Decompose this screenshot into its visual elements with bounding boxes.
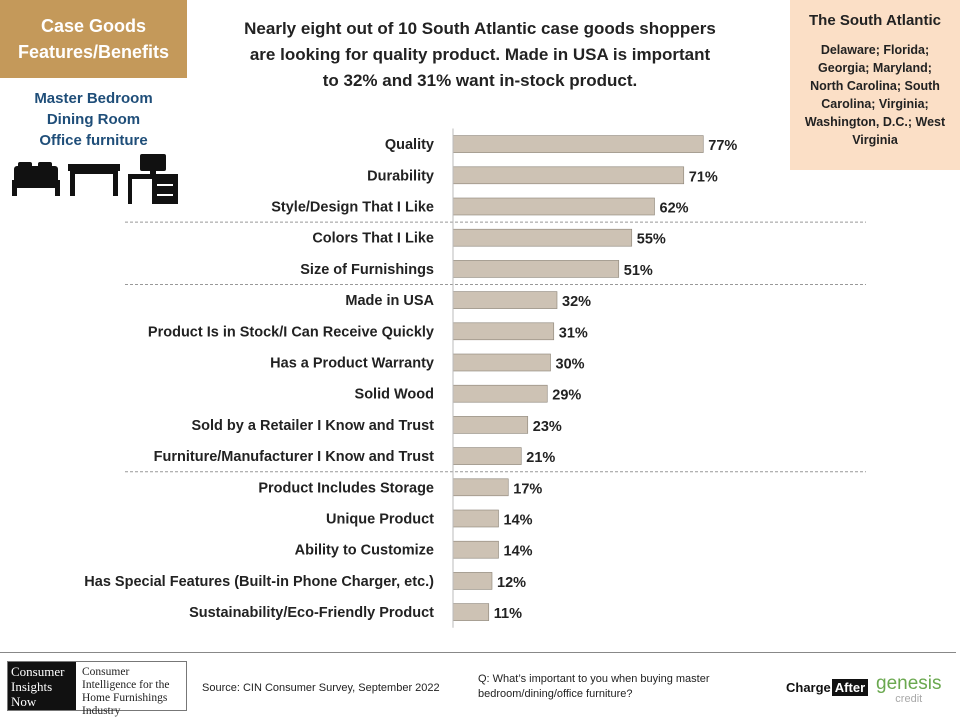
room-office-furniture: Office furniture <box>39 132 148 149</box>
cin-logo-word1: Consumer <box>11 664 65 679</box>
value-label-8: 30% <box>556 357 585 373</box>
footer-divider <box>0 652 956 653</box>
category-label-9: Solid Wood <box>355 387 434 403</box>
category-label-1: Quality <box>385 137 434 153</box>
room-list: Master Bedroom Dining Room Office furnit… <box>0 88 187 151</box>
region-box: The South Atlantic Delaware; Florida; Ge… <box>790 0 960 170</box>
bar-16 <box>452 603 490 621</box>
value-label-9: 29% <box>552 388 581 404</box>
category-label-7: Product Is in Stock/I Can Receive Quickl… <box>148 324 434 340</box>
category-label-14: Ability to Customize <box>295 543 434 559</box>
section-tag: Case Goods Features/Benefits <box>0 0 187 78</box>
cin-logo-tagline: Consumer Intelligence for the Home Furni… <box>82 666 170 717</box>
bar-2 <box>452 166 685 185</box>
source-note: Source: CIN Consumer Survey, September 2… <box>202 682 440 694</box>
cin-logo-word3: Now <box>11 694 37 709</box>
genesis-credit-logo: genesis credit <box>876 674 942 705</box>
bed-icon <box>12 162 60 196</box>
bar-chart: Quality 77% Durability 71% Style/Design That… <box>84 128 866 628</box>
bar-8 <box>452 353 551 372</box>
room-dining-room: Dining Room <box>46 111 141 128</box>
value-label-12: 17% <box>513 481 542 497</box>
bar-4 <box>452 228 633 247</box>
value-label-16: 11% <box>494 606 522 622</box>
category-label-2: Durability <box>367 168 434 184</box>
value-label-13: 14% <box>504 513 533 529</box>
category-label-13: Unique Product <box>326 512 434 528</box>
headline: Nearly eight out of 10 South Atlantic ca… <box>200 16 760 94</box>
value-label-2: 71% <box>689 169 718 185</box>
value-label-10: 23% <box>533 419 562 435</box>
value-label-4: 55% <box>637 232 666 248</box>
category-label-12: Product Includes Storage <box>258 480 434 496</box>
category-label-3: Style/Design That I Like <box>271 200 434 216</box>
bar-7 <box>452 322 555 341</box>
region-title: The South Atlantic <box>809 12 941 29</box>
cin-logo-word2: Insights <box>11 679 53 694</box>
category-label-15: Has Special Features (Built-in Phone Cha… <box>84 574 434 590</box>
bar-14 <box>452 540 499 559</box>
value-label-15: 12% <box>497 575 526 591</box>
bar-12 <box>452 478 509 497</box>
cin-logo: Consumer Insights Now Consumer Intellige… <box>7 661 187 717</box>
survey-question: Q: What’s important to you when buying m… <box>478 673 710 700</box>
headline-line3: to 32% and 31% want in-stock product. <box>322 71 638 90</box>
section-tag-line1: Case Goods <box>40 16 147 36</box>
value-label-1: 77% <box>708 138 737 154</box>
desk-icon <box>128 154 178 204</box>
category-label-11: Furniture/Manufacturer I Know and Trust <box>154 449 435 465</box>
table-icon <box>68 164 120 196</box>
value-label-6: 32% <box>562 294 591 310</box>
bar-5 <box>452 260 620 278</box>
bar-9 <box>452 384 548 403</box>
category-label-10: Sold by a Retailer I Know and Trust <box>191 418 434 434</box>
bar-6 <box>452 291 558 309</box>
category-label-5: Size of Furnishings <box>300 262 434 278</box>
furniture-icons <box>12 154 178 204</box>
category-label-4: Colors That I Like <box>312 231 434 247</box>
category-label-8: Has a Product Warranty <box>270 356 434 372</box>
chargeafter-logo: Charge After <box>786 679 869 696</box>
genesis-word2: credit <box>895 693 923 705</box>
bar-1 <box>452 135 704 153</box>
value-label-7: 31% <box>559 325 588 341</box>
room-master-bedroom: Master Bedroom <box>34 90 153 107</box>
section-tag-line2: Features/Benefits <box>17 42 170 62</box>
bar-3 <box>452 197 655 216</box>
bar-10 <box>452 416 529 434</box>
chargeafter-word2: After <box>831 679 869 696</box>
value-label-14: 14% <box>504 544 533 560</box>
bar-15 <box>452 572 493 590</box>
chargeafter-word1: Charge <box>786 680 831 695</box>
value-label-3: 62% <box>660 201 689 217</box>
category-label-6: Made in USA <box>345 293 434 309</box>
headline-line1: Nearly eight out of 10 South Atlantic ca… <box>244 19 716 38</box>
headline-line2: are looking for quality product. Made in… <box>249 45 711 64</box>
region-states: Delaware; Florida; Georgia; Maryland; No… <box>804 43 946 147</box>
bar-13 <box>452 509 499 528</box>
genesis-word1: genesis <box>876 673 942 694</box>
cin-logo-mark: Consumer Insights Now <box>8 662 76 710</box>
category-label-16: Sustainability/Eco-Friendly Product <box>189 605 434 621</box>
value-label-11: 21% <box>526 450 555 466</box>
value-label-5: 51% <box>624 263 653 279</box>
bar-11 <box>452 447 522 465</box>
